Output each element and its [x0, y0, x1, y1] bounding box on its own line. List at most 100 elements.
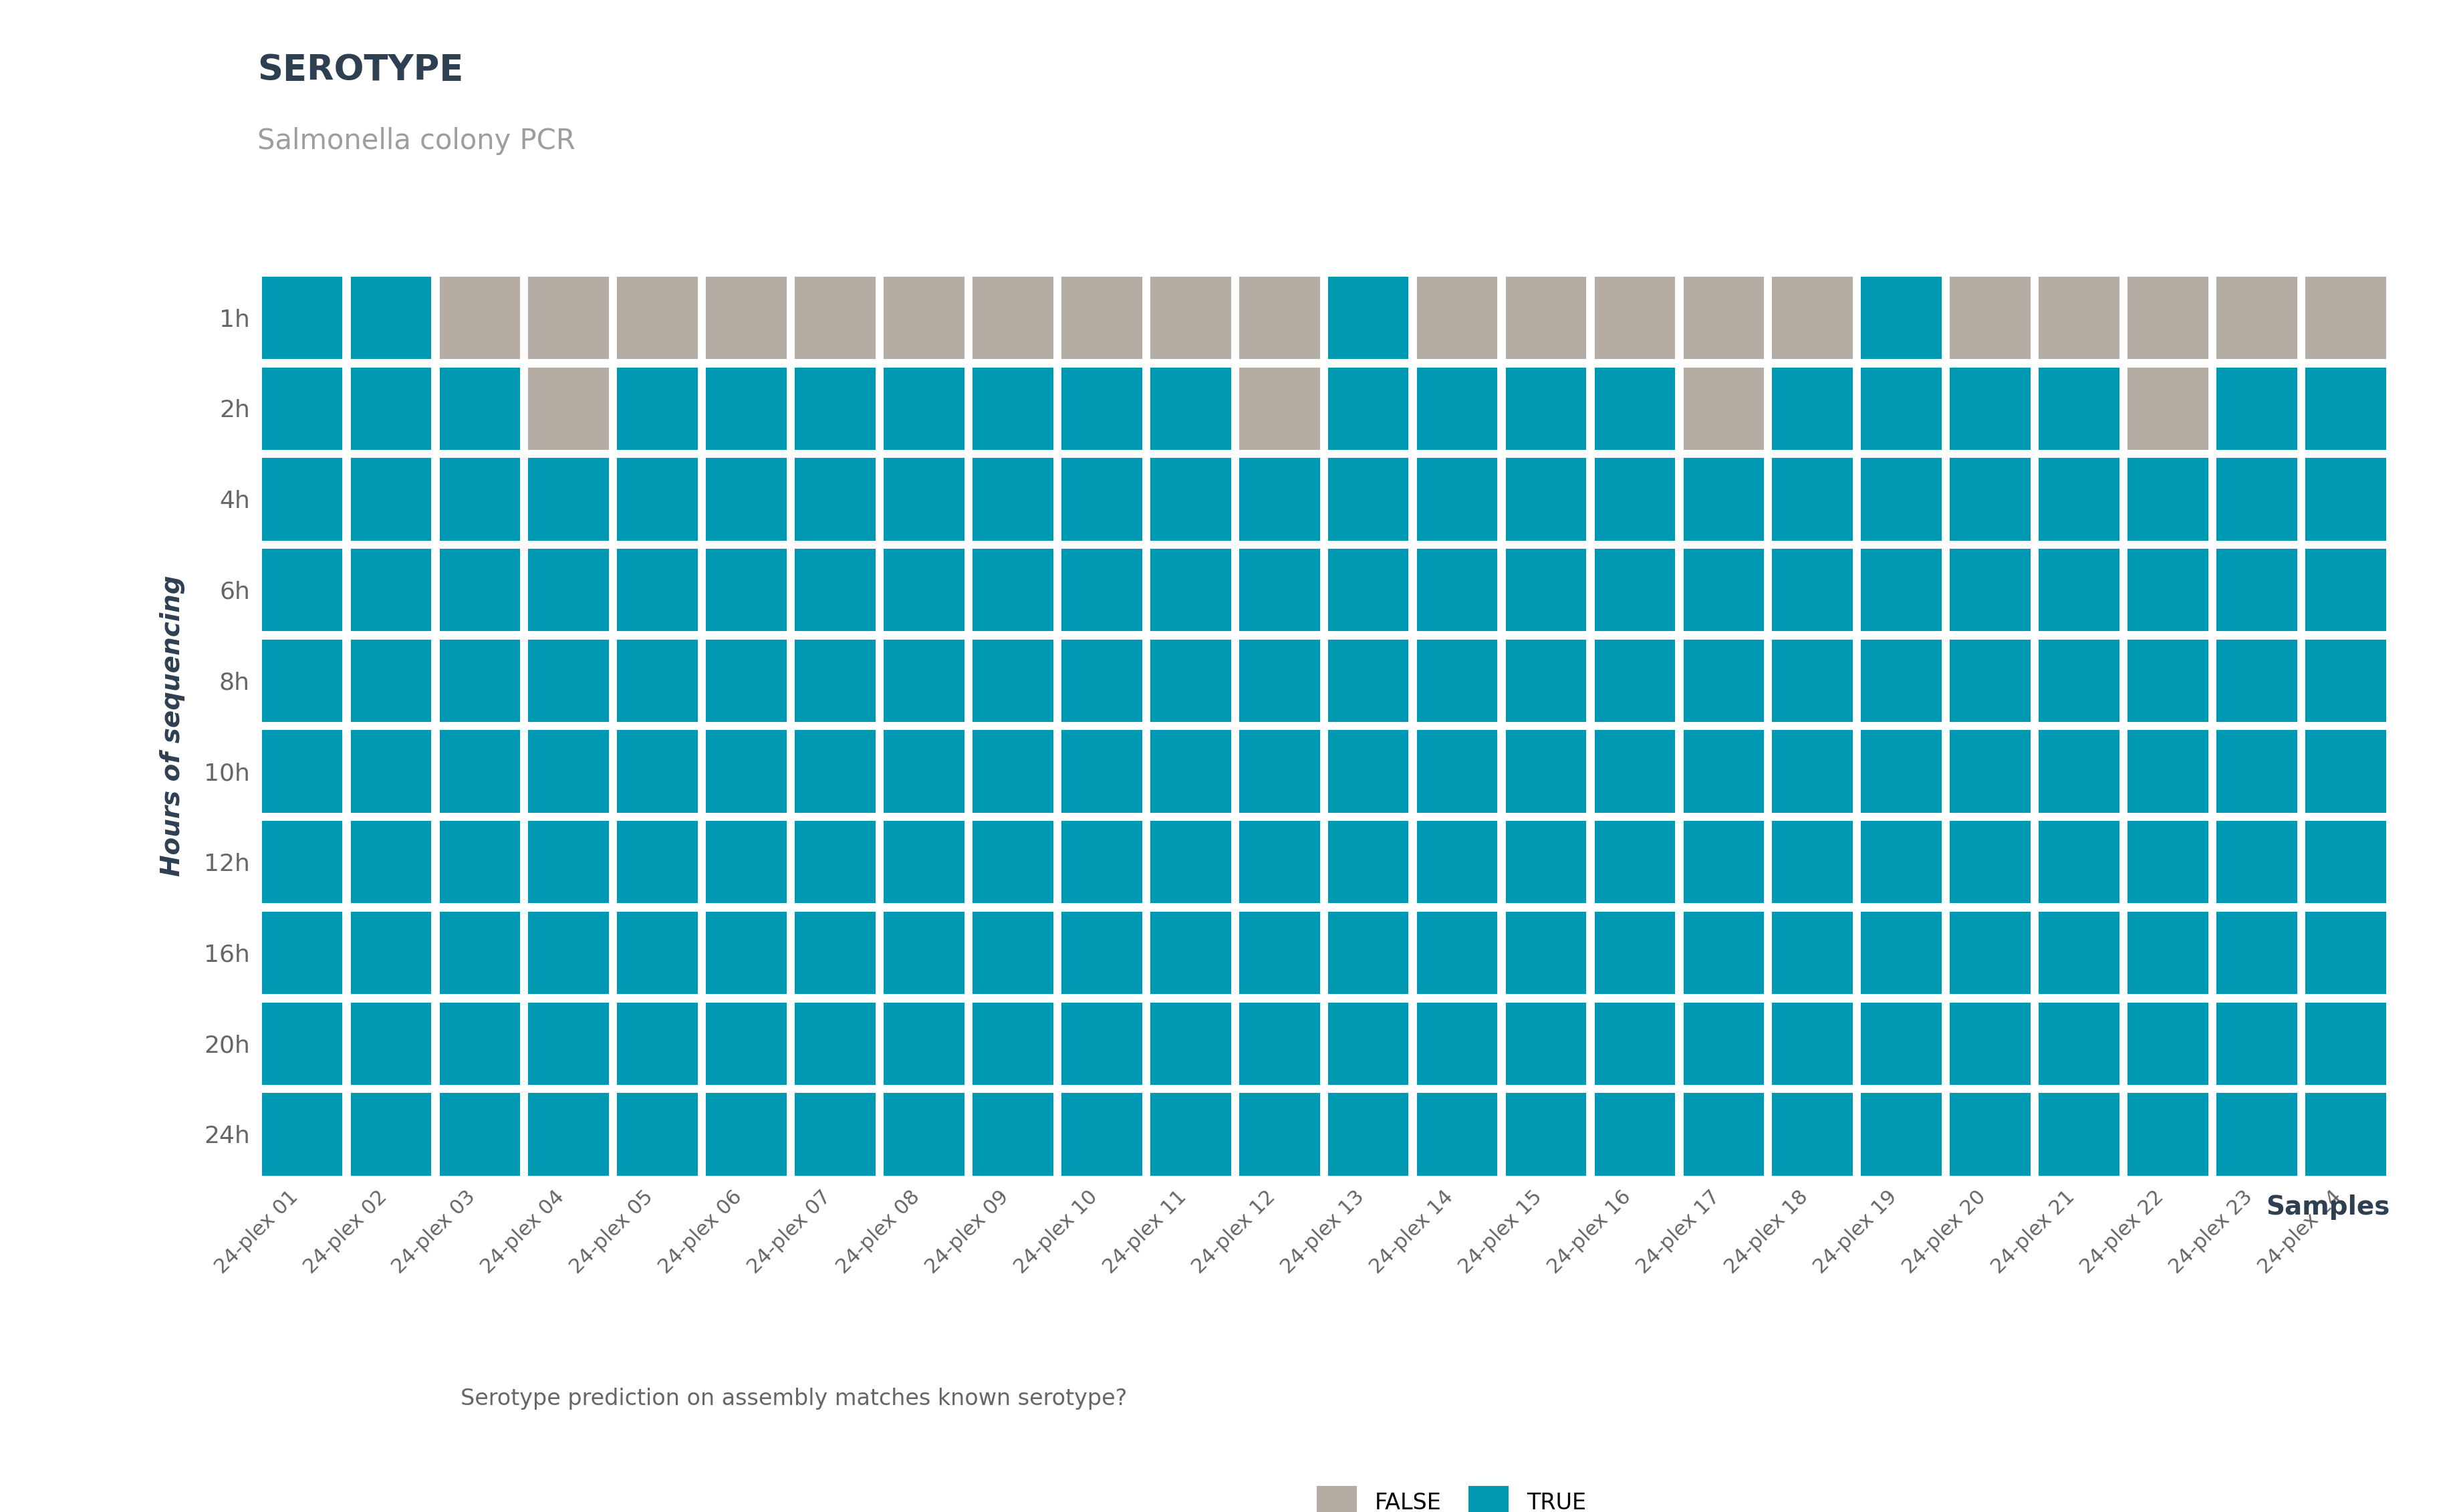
FancyBboxPatch shape [882, 457, 966, 541]
FancyBboxPatch shape [882, 729, 966, 813]
FancyBboxPatch shape [703, 275, 789, 360]
FancyBboxPatch shape [1147, 457, 1233, 541]
FancyBboxPatch shape [260, 366, 343, 451]
FancyBboxPatch shape [1593, 366, 1676, 451]
FancyBboxPatch shape [1414, 1001, 1500, 1086]
FancyBboxPatch shape [1858, 457, 1944, 541]
FancyBboxPatch shape [1681, 729, 1765, 813]
FancyBboxPatch shape [348, 547, 434, 632]
FancyBboxPatch shape [1593, 1001, 1676, 1086]
FancyBboxPatch shape [1949, 910, 2032, 995]
FancyBboxPatch shape [792, 1001, 877, 1086]
FancyBboxPatch shape [1681, 366, 1765, 451]
FancyBboxPatch shape [2037, 1092, 2120, 1176]
FancyBboxPatch shape [1147, 275, 1233, 360]
FancyBboxPatch shape [615, 457, 699, 541]
Text: Serotype prediction on assembly matches known serotype?: Serotype prediction on assembly matches … [461, 1388, 1127, 1409]
FancyBboxPatch shape [1326, 275, 1409, 360]
FancyBboxPatch shape [792, 366, 877, 451]
FancyBboxPatch shape [436, 638, 522, 723]
FancyBboxPatch shape [1414, 729, 1500, 813]
FancyBboxPatch shape [1414, 457, 1500, 541]
FancyBboxPatch shape [1059, 366, 1145, 451]
FancyBboxPatch shape [1238, 820, 1321, 904]
FancyBboxPatch shape [1858, 910, 1944, 995]
FancyBboxPatch shape [1949, 1092, 2032, 1176]
FancyBboxPatch shape [971, 820, 1054, 904]
FancyBboxPatch shape [348, 275, 434, 360]
FancyBboxPatch shape [1502, 638, 1588, 723]
FancyBboxPatch shape [1238, 275, 1321, 360]
FancyBboxPatch shape [2125, 366, 2211, 451]
FancyBboxPatch shape [615, 547, 699, 632]
FancyBboxPatch shape [1949, 1001, 2032, 1086]
FancyBboxPatch shape [527, 457, 610, 541]
FancyBboxPatch shape [971, 275, 1054, 360]
FancyBboxPatch shape [1147, 638, 1233, 723]
FancyBboxPatch shape [2125, 547, 2211, 632]
FancyBboxPatch shape [348, 910, 434, 995]
FancyBboxPatch shape [436, 547, 522, 632]
FancyBboxPatch shape [703, 457, 789, 541]
FancyBboxPatch shape [2304, 457, 2387, 541]
FancyBboxPatch shape [348, 638, 434, 723]
FancyBboxPatch shape [1593, 547, 1676, 632]
FancyBboxPatch shape [1681, 638, 1765, 723]
Y-axis label: Hours of sequencing: Hours of sequencing [159, 575, 186, 877]
FancyBboxPatch shape [2213, 547, 2299, 632]
FancyBboxPatch shape [615, 729, 699, 813]
FancyBboxPatch shape [1238, 729, 1321, 813]
FancyBboxPatch shape [348, 820, 434, 904]
FancyBboxPatch shape [792, 910, 877, 995]
FancyBboxPatch shape [1326, 820, 1409, 904]
FancyBboxPatch shape [2037, 366, 2120, 451]
FancyBboxPatch shape [615, 910, 699, 995]
FancyBboxPatch shape [792, 547, 877, 632]
FancyBboxPatch shape [882, 910, 966, 995]
FancyBboxPatch shape [1858, 1092, 1944, 1176]
FancyBboxPatch shape [1414, 547, 1500, 632]
FancyBboxPatch shape [348, 729, 434, 813]
Text: Samples: Samples [2265, 1194, 2390, 1220]
FancyBboxPatch shape [1770, 820, 1855, 904]
FancyBboxPatch shape [1326, 638, 1409, 723]
FancyBboxPatch shape [1858, 366, 1944, 451]
FancyBboxPatch shape [1147, 366, 1233, 451]
FancyBboxPatch shape [1238, 910, 1321, 995]
FancyBboxPatch shape [1414, 366, 1500, 451]
FancyBboxPatch shape [260, 547, 343, 632]
FancyBboxPatch shape [792, 729, 877, 813]
FancyBboxPatch shape [792, 1092, 877, 1176]
FancyBboxPatch shape [1238, 457, 1321, 541]
FancyBboxPatch shape [2037, 547, 2120, 632]
FancyBboxPatch shape [792, 638, 877, 723]
FancyBboxPatch shape [1147, 729, 1233, 813]
FancyBboxPatch shape [436, 820, 522, 904]
FancyBboxPatch shape [1059, 547, 1145, 632]
FancyBboxPatch shape [2304, 638, 2387, 723]
FancyBboxPatch shape [2037, 820, 2120, 904]
FancyBboxPatch shape [615, 366, 699, 451]
FancyBboxPatch shape [1593, 275, 1676, 360]
FancyBboxPatch shape [1949, 638, 2032, 723]
FancyBboxPatch shape [260, 457, 343, 541]
FancyBboxPatch shape [1326, 1001, 1409, 1086]
FancyBboxPatch shape [2304, 910, 2387, 995]
FancyBboxPatch shape [1326, 1092, 1409, 1176]
FancyBboxPatch shape [1059, 1092, 1145, 1176]
FancyBboxPatch shape [1681, 275, 1765, 360]
FancyBboxPatch shape [1681, 910, 1765, 995]
FancyBboxPatch shape [2304, 547, 2387, 632]
FancyBboxPatch shape [971, 547, 1054, 632]
FancyBboxPatch shape [1502, 910, 1588, 995]
FancyBboxPatch shape [1681, 1092, 1765, 1176]
FancyBboxPatch shape [882, 275, 966, 360]
FancyBboxPatch shape [1414, 275, 1500, 360]
FancyBboxPatch shape [2037, 910, 2120, 995]
FancyBboxPatch shape [1770, 638, 1855, 723]
FancyBboxPatch shape [260, 1001, 343, 1086]
FancyBboxPatch shape [1502, 1092, 1588, 1176]
FancyBboxPatch shape [527, 547, 610, 632]
FancyBboxPatch shape [1414, 820, 1500, 904]
FancyBboxPatch shape [792, 457, 877, 541]
